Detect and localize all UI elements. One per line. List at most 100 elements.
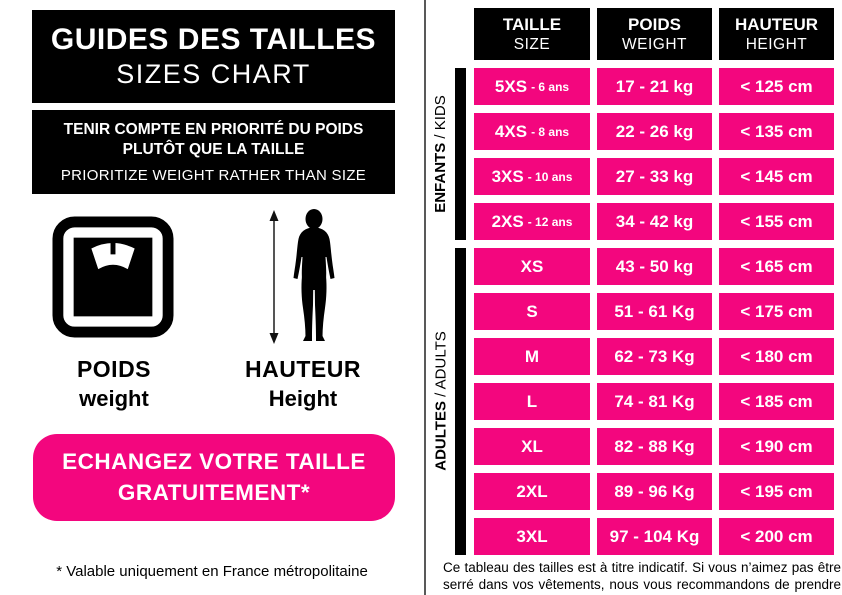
height-cell: < 185 cm xyxy=(719,383,834,420)
weight-label: POIDS weight xyxy=(30,356,198,412)
weight-cell: 27 - 33 kg xyxy=(597,158,712,195)
page-title: GUIDES DES TAILLES SIZES CHART xyxy=(32,10,395,103)
page-title-en: SIZES CHART xyxy=(116,59,311,89)
table-row: L 74 - 81 Kg < 185 cm xyxy=(474,383,834,420)
weight-label-fr: POIDS xyxy=(76,356,152,382)
kids-label-separator: / xyxy=(432,130,449,143)
height-cell: < 145 cm xyxy=(719,158,834,195)
height-cell: < 125 cm xyxy=(719,68,834,105)
table-row: 2XL 89 - 96 Kg < 195 cm xyxy=(474,473,834,510)
adults-group-bar xyxy=(455,248,466,555)
weight-cell: 97 - 104 Kg xyxy=(597,518,712,555)
size-value: 3XS xyxy=(491,166,524,186)
exchange-size-button-line1: ECHANGEZ VOTRE TAILLE xyxy=(62,449,366,475)
table-row: 3XS - 10 ans 27 - 33 kg < 145 cm xyxy=(474,158,834,195)
size-cell: XL xyxy=(474,428,590,465)
size-value: 2XL xyxy=(516,481,548,501)
table-row: XS 43 - 50 kg < 165 cm xyxy=(474,248,834,285)
height-cell: < 195 cm xyxy=(719,473,834,510)
height-cell: < 155 cm xyxy=(719,203,834,240)
size-cell: XS xyxy=(474,248,590,285)
kids-group-label: ENFANTS / KIDS xyxy=(431,68,451,240)
height-cell: < 180 cm xyxy=(719,338,834,375)
header-size-fr: TAILLE xyxy=(502,14,562,34)
header-weight-en: WEIGHT xyxy=(622,35,687,53)
size-value: XS xyxy=(520,256,544,276)
weight-scale-icon xyxy=(52,216,174,338)
height-label: HAUTEUR Height xyxy=(228,356,378,412)
size-value: 3XL xyxy=(516,526,548,546)
size-cell: 2XL xyxy=(474,473,590,510)
weight-cell: 17 - 21 kg xyxy=(597,68,712,105)
header-size-en: SIZE xyxy=(513,35,551,53)
weight-cell: 34 - 42 kg xyxy=(597,203,712,240)
age-value: - 12 ans xyxy=(527,214,573,229)
size-value: 2XS xyxy=(491,211,524,231)
kids-group: ENFANTS / KIDS 5XS - 6 ans 17 - 21 kg < 125… xyxy=(424,68,842,240)
size-value: XL xyxy=(521,436,543,456)
table-row: XL 82 - 88 Kg < 190 cm xyxy=(474,428,834,465)
size-value: M xyxy=(524,346,540,366)
exchange-size-button[interactable]: ECHANGEZ VOTRE TAILLE GRATUITEMENT* xyxy=(33,434,395,521)
header-height: HAUTEUR HEIGHT xyxy=(719,8,834,60)
size-value: S xyxy=(526,301,538,321)
table-row: 4XS - 8 ans 22 - 26 kg < 135 cm xyxy=(474,113,834,150)
table-row: 3XL 97 - 104 Kg < 200 cm xyxy=(474,518,834,555)
age-value: - 8 ans xyxy=(531,124,570,139)
kids-label-en: KIDS xyxy=(432,95,449,131)
weight-cell: 74 - 81 Kg xyxy=(597,383,712,420)
weight-cell: 89 - 96 Kg xyxy=(597,473,712,510)
priority-note-fr: TENIR COMPTE EN PRIORITÉ DU POIDS PLUTÔT… xyxy=(64,120,364,160)
height-label-en: Height xyxy=(268,386,338,411)
size-cell: 3XL xyxy=(474,518,590,555)
header-weight-fr: POIDS xyxy=(628,14,681,34)
table-header-row: TAILLE SIZE POIDS WEIGHT HAUTEUR HEIGHT xyxy=(474,8,834,60)
size-value: 5XS xyxy=(494,76,528,96)
measure-arrow-icon xyxy=(269,210,279,344)
kids-group-bar xyxy=(455,68,466,240)
size-cell: 4XS - 8 ans xyxy=(474,113,590,150)
size-cell: 5XS - 6 ans xyxy=(474,68,590,105)
exchange-size-button-line2: GRATUITEMENT* xyxy=(117,479,311,505)
height-label-fr: HAUTEUR xyxy=(245,356,361,382)
kids-rows: 5XS - 6 ans 17 - 21 kg < 125 cm 4XS - 8 ans 22… xyxy=(474,68,834,240)
footnote: * Valable uniquement en France métropoli… xyxy=(56,563,368,580)
table-row: M 62 - 73 Kg < 180 cm xyxy=(474,338,834,375)
size-cell: M xyxy=(474,338,590,375)
age-value: - 6 ans xyxy=(531,79,570,94)
size-cell: 2XS - 12 ans xyxy=(474,203,590,240)
height-cell: < 175 cm xyxy=(719,293,834,330)
vertical-divider xyxy=(424,0,426,595)
adults-label-fr: ADULTES xyxy=(432,401,450,471)
header-weight: POIDS WEIGHT xyxy=(597,8,712,60)
size-cell: L xyxy=(474,383,590,420)
size-value: L xyxy=(526,391,538,411)
height-cell: < 190 cm xyxy=(719,428,834,465)
table-row: 2XS - 12 ans 34 - 42 kg < 155 cm xyxy=(474,203,834,240)
page-title-fr: GUIDES DES TAILLES xyxy=(50,23,377,56)
table-row: 5XS - 6 ans 17 - 21 kg < 125 cm xyxy=(474,68,834,105)
age-value: - 10 ans xyxy=(527,169,573,184)
size-table: TAILLE SIZE POIDS WEIGHT HAUTEUR HEIGHT … xyxy=(424,0,842,595)
weight-cell: 22 - 26 kg xyxy=(597,113,712,150)
table-row: S 51 - 61 Kg < 175 cm xyxy=(474,293,834,330)
adults-group: ADULTES / ADULTS XS 43 - 50 kg < 165 cm S 51… xyxy=(424,248,842,555)
header-height-en: HEIGHT xyxy=(745,35,808,53)
height-cell: < 200 cm xyxy=(719,518,834,555)
adults-group-label: ADULTES / ADULTS xyxy=(432,248,452,555)
size-value: 4XS xyxy=(494,121,528,141)
size-cell: S xyxy=(474,293,590,330)
weight-label-en: weight xyxy=(79,386,149,411)
adults-label-separator: / xyxy=(432,389,450,402)
priority-note: TENIR COMPTE EN PRIORITÉ DU POIDS PLUTÔT… xyxy=(32,110,395,194)
header-size: TAILLE SIZE xyxy=(474,8,590,60)
weight-cell: 43 - 50 kg xyxy=(597,248,712,285)
table-disclaimer: Ce tableau des tailles est à titre indic… xyxy=(443,560,841,595)
header-height-fr: HAUTEUR xyxy=(734,14,819,34)
height-cell: < 165 cm xyxy=(719,248,834,285)
adults-rows: XS 43 - 50 kg < 165 cm S 51 - 61 Kg < 175 cm M… xyxy=(474,248,834,555)
weight-cell: 82 - 88 Kg xyxy=(597,428,712,465)
priority-note-fr-line1: TENIR COMPTE EN PRIORITÉ DU POIDS xyxy=(63,120,364,138)
weight-cell: 51 - 61 Kg xyxy=(597,293,712,330)
